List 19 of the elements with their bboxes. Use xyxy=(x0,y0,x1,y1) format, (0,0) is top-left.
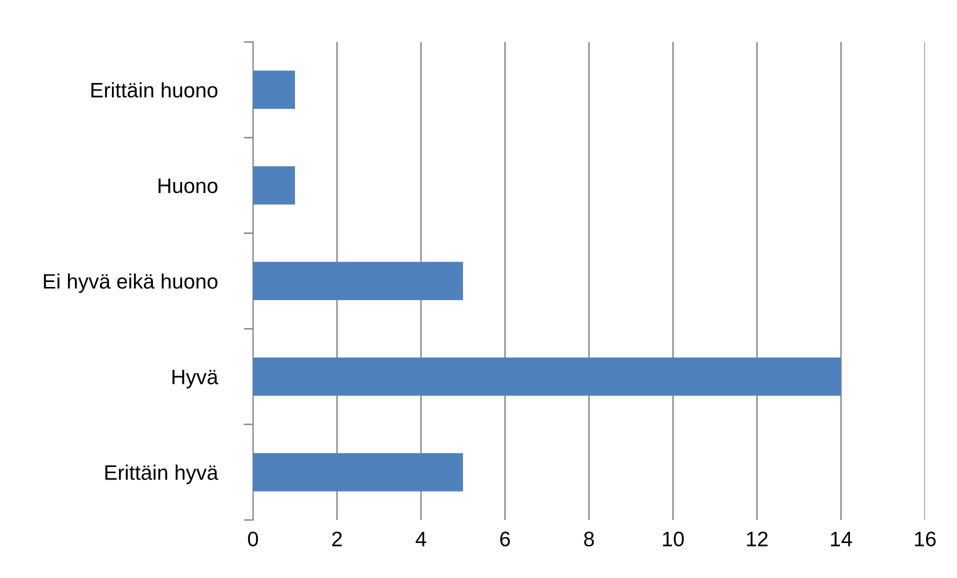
x-tick-label: 6 xyxy=(500,532,510,546)
y-tick-label: Erittäin huono xyxy=(91,82,218,98)
bar xyxy=(253,357,841,396)
y-tick-label: Hyvä xyxy=(172,370,218,388)
bar xyxy=(253,262,463,300)
x-tick-label: 2 xyxy=(332,532,342,546)
y-tick-label: Erittäin hyvä xyxy=(105,464,218,484)
x-tick-label: 16 xyxy=(915,532,936,546)
x-tick-label: 14 xyxy=(831,532,852,546)
x-tick-label: 10 xyxy=(663,532,684,546)
bar xyxy=(253,70,295,109)
bar xyxy=(253,166,295,205)
x-tick-label: 12 xyxy=(747,532,768,546)
y-tick-label: Huono xyxy=(158,178,218,194)
bar xyxy=(253,453,463,492)
x-tick-label: 8 xyxy=(584,532,594,546)
x-tick-label: 0 xyxy=(248,532,258,546)
y-tick-label: Ei hyvä eikä huono xyxy=(44,273,218,293)
x-tick-label: 4 xyxy=(416,532,426,546)
